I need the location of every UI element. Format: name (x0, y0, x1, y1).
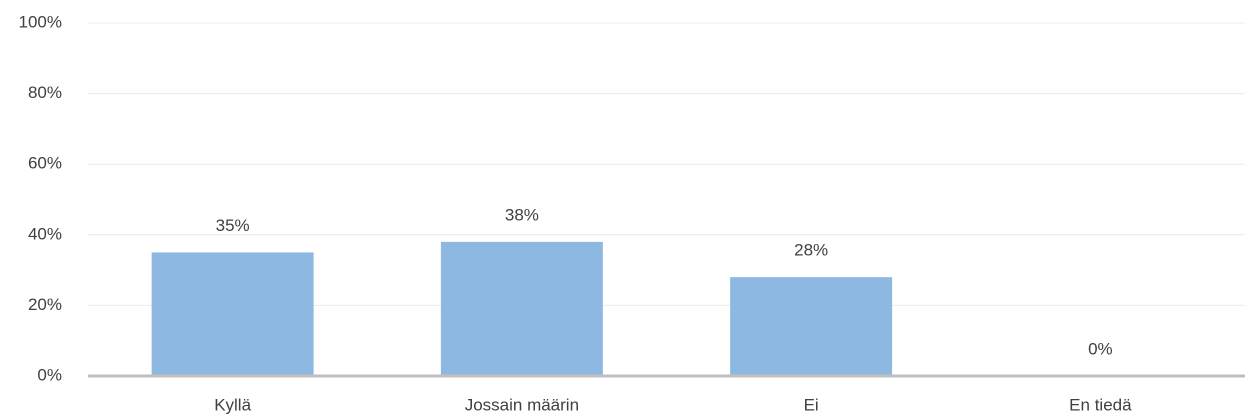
data-label: 35% (216, 216, 250, 235)
data-label: 38% (505, 205, 539, 224)
bar (730, 277, 893, 376)
x-tick-label: Jossain määrin (465, 395, 579, 414)
bar (151, 252, 314, 376)
x-tick-label: Kyllä (214, 395, 251, 414)
y-tick-label: 100% (19, 12, 62, 31)
x-tick-label: En tiedä (1069, 395, 1132, 414)
y-tick-label: 0% (37, 365, 62, 384)
y-tick-label: 20% (28, 295, 62, 314)
y-tick-label: 80% (28, 83, 62, 102)
data-label: 28% (794, 241, 828, 260)
y-tick-label: 40% (28, 224, 62, 243)
bar (440, 241, 603, 376)
x-tick-label: Ei (804, 395, 819, 414)
data-label: 0% (1088, 339, 1113, 358)
y-tick-label: 60% (28, 154, 62, 173)
